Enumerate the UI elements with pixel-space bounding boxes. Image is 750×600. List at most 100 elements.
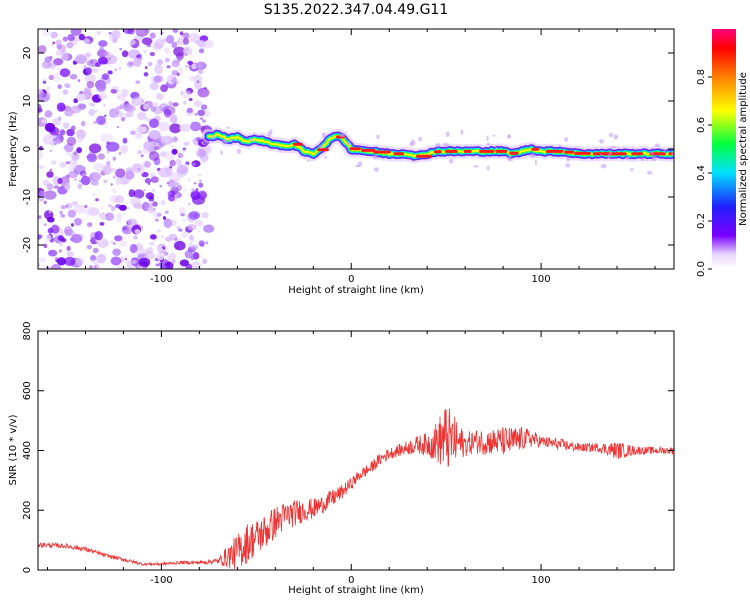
noise-blob — [94, 109, 98, 113]
noise-blob — [176, 225, 180, 230]
noise-blob — [90, 102, 96, 107]
noise-blob — [86, 153, 98, 163]
noise-blob — [86, 53, 90, 58]
noise-blob — [38, 145, 43, 151]
noise-blob — [53, 58, 64, 66]
ridge-speckle — [507, 155, 512, 162]
ridge-speckle — [630, 167, 634, 172]
noise-blob — [176, 184, 183, 191]
noise-blob — [173, 178, 177, 182]
ridge-speckle — [663, 149, 666, 153]
noise-blob — [152, 201, 158, 207]
noise-blob — [179, 259, 189, 267]
noise-blob — [171, 41, 178, 49]
noise-blob — [202, 258, 208, 264]
snr-axes: -100 0 100 0 200 400 600 800 — [22, 321, 674, 586]
noise-blob — [114, 68, 118, 71]
noise-blob — [56, 67, 61, 70]
noise-blob — [119, 240, 128, 247]
ridge-speckle — [648, 152, 655, 155]
noise-blob — [199, 117, 204, 120]
noise-blob — [177, 228, 183, 232]
noise-blob — [103, 104, 106, 107]
noise-blob — [149, 32, 156, 39]
noise-blob — [172, 29, 179, 33]
snr-ylabel: SNR (10 * v/v) — [8, 414, 19, 485]
noise-blob — [201, 212, 209, 219]
ridge-speckle — [374, 167, 379, 173]
noise-blob — [143, 189, 146, 192]
ridge-speckle — [357, 161, 363, 167]
noise-blob — [103, 51, 110, 57]
noise-blob — [122, 137, 128, 144]
noise-blob — [66, 174, 70, 179]
noise-blob — [94, 231, 103, 241]
noise-blob — [67, 209, 76, 218]
noise-blob — [38, 263, 41, 267]
noise-blob — [73, 61, 77, 65]
noise-blob — [136, 126, 146, 133]
noise-blob — [54, 185, 59, 189]
noise-blob — [98, 212, 103, 218]
noise-blob — [93, 162, 106, 172]
noise-blob — [131, 96, 145, 107]
noise-blob — [95, 198, 99, 202]
noise-blob — [200, 104, 208, 111]
colorbar-tick-label: 0.8 — [696, 69, 707, 85]
noise-blob — [159, 185, 163, 188]
noise-blob — [58, 249, 63, 253]
spectrogram-ytick-label: -20 — [22, 237, 33, 253]
noise-blob — [116, 95, 120, 99]
noise-blob — [64, 182, 71, 191]
noise-blob — [111, 29, 121, 39]
spectrogram-ytick-label: 20 — [22, 47, 33, 60]
noise-blob — [130, 92, 137, 98]
noise-blob — [144, 178, 152, 184]
noise-blob — [173, 46, 186, 57]
noise-blob — [143, 140, 156, 151]
noise-blob — [65, 202, 73, 209]
noise-blob — [104, 114, 107, 118]
noise-blob — [205, 241, 209, 245]
noise-blob — [65, 161, 71, 165]
noise-blob — [183, 37, 189, 45]
noise-blob — [149, 118, 159, 128]
noise-blob — [66, 128, 75, 137]
noise-blob — [119, 47, 123, 51]
noise-blob — [144, 117, 150, 122]
noise-blob — [160, 84, 169, 93]
ridge-speckle — [249, 138, 254, 142]
noise-blob — [149, 200, 154, 205]
noise-blob — [187, 224, 197, 231]
noise-blob — [62, 36, 68, 42]
snr-plot-area — [38, 331, 674, 570]
noise-blob — [149, 51, 155, 57]
noise-blob — [57, 177, 63, 184]
noise-blob — [41, 60, 52, 69]
noise-blob — [149, 241, 155, 246]
noise-blob — [196, 39, 207, 48]
noise-blob — [191, 63, 198, 70]
colorbar-gradient — [712, 29, 736, 269]
noise-blob — [193, 74, 203, 85]
noise-blob — [86, 81, 95, 89]
noise-blob — [162, 37, 168, 43]
noise-blob — [143, 103, 149, 110]
noise-blob — [124, 258, 127, 261]
noise-blob — [85, 74, 96, 84]
noise-blob — [129, 243, 138, 254]
noise-blob — [99, 222, 105, 226]
noise-blob — [78, 33, 85, 41]
ridge-speckle — [609, 151, 612, 155]
colorbar-tick-label: 0.4 — [696, 165, 707, 181]
noise-blob — [97, 153, 106, 160]
noise-blob — [171, 70, 178, 76]
noise-blob — [164, 47, 170, 54]
ridge-speckle — [613, 134, 619, 140]
noise-blob — [38, 150, 44, 160]
noise-blob — [103, 179, 108, 183]
noise-blob — [197, 230, 200, 233]
noise-blob — [187, 111, 192, 117]
ridge-speckle — [599, 153, 602, 156]
